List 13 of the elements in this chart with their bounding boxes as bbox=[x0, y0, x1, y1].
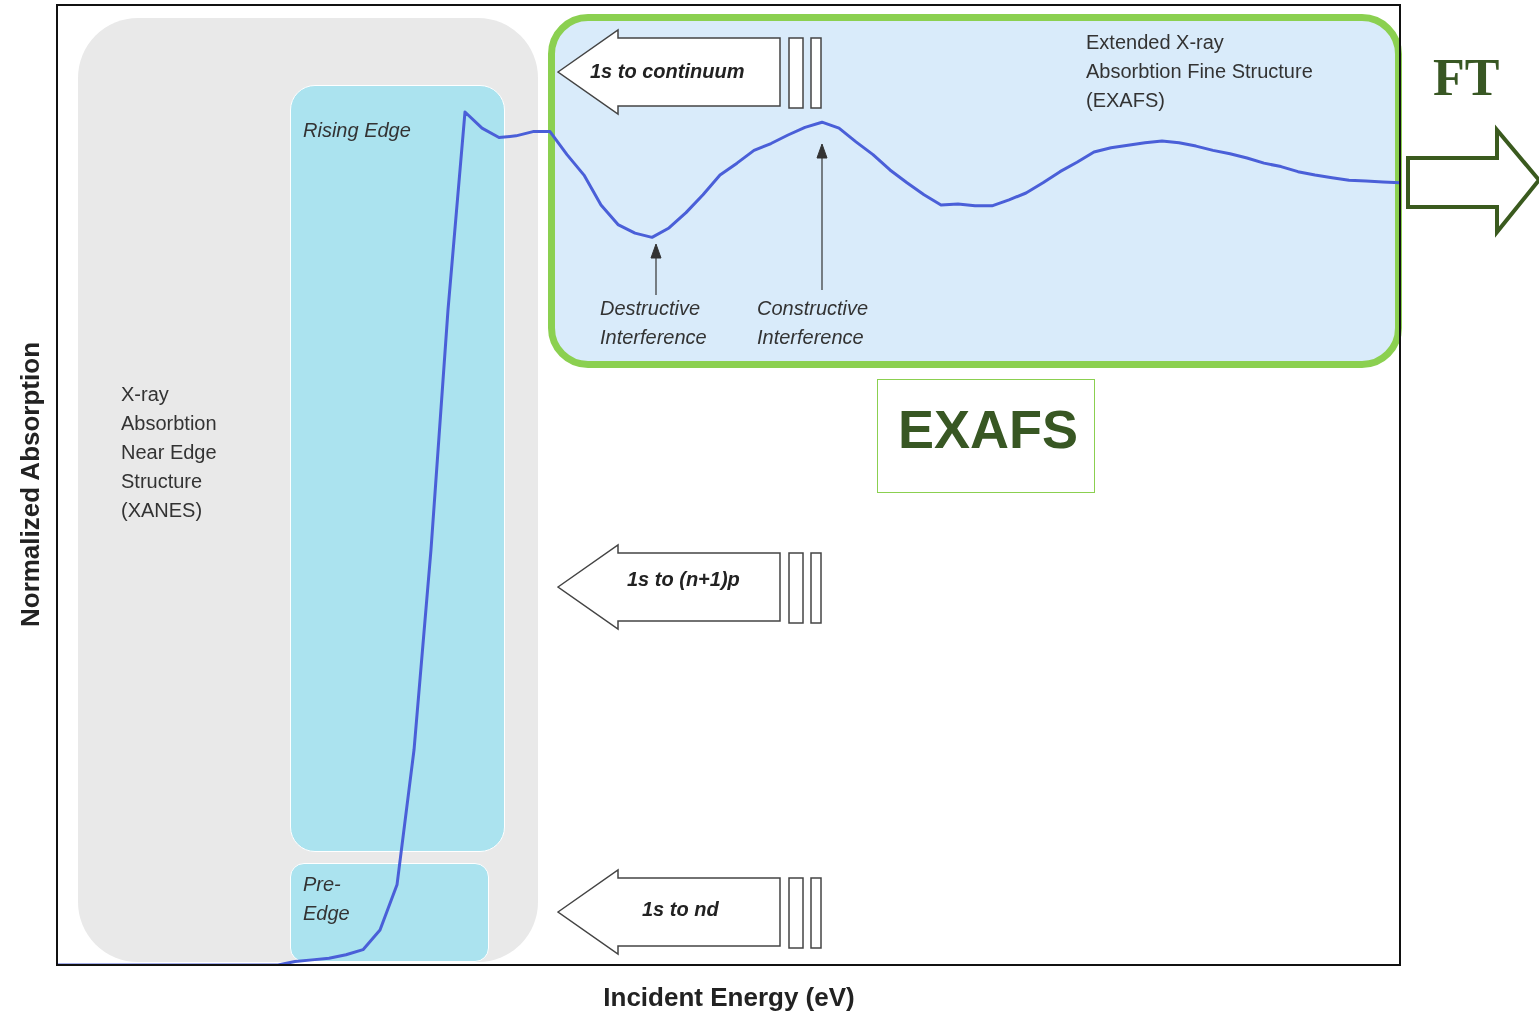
annotation: Constructive Interference bbox=[757, 296, 869, 350]
text: FT bbox=[1433, 48, 1500, 108]
annotation: Pre- Edge bbox=[303, 872, 350, 926]
annotation: EXAFS bbox=[877, 379, 1095, 493]
x-axis-title: Incident Energy (eV) bbox=[602, 982, 856, 1012]
annotation: 1s to (n+1)p bbox=[627, 567, 740, 592]
annotation: Rising Edge bbox=[303, 118, 411, 143]
text: 1s to continuum bbox=[590, 59, 745, 84]
annotation: X-ray Absorbtion Near Edge Structure (XANES) bbox=[121, 382, 217, 523]
text: Extended X-ray Absorbtion Fine Structure (EXAFS) bbox=[1086, 30, 1313, 113]
annotation: 1s to nd bbox=[642, 897, 719, 922]
y-axis-title: Normalized Absorption bbox=[14, 340, 45, 630]
annotation: Destructive Interference bbox=[600, 296, 707, 350]
